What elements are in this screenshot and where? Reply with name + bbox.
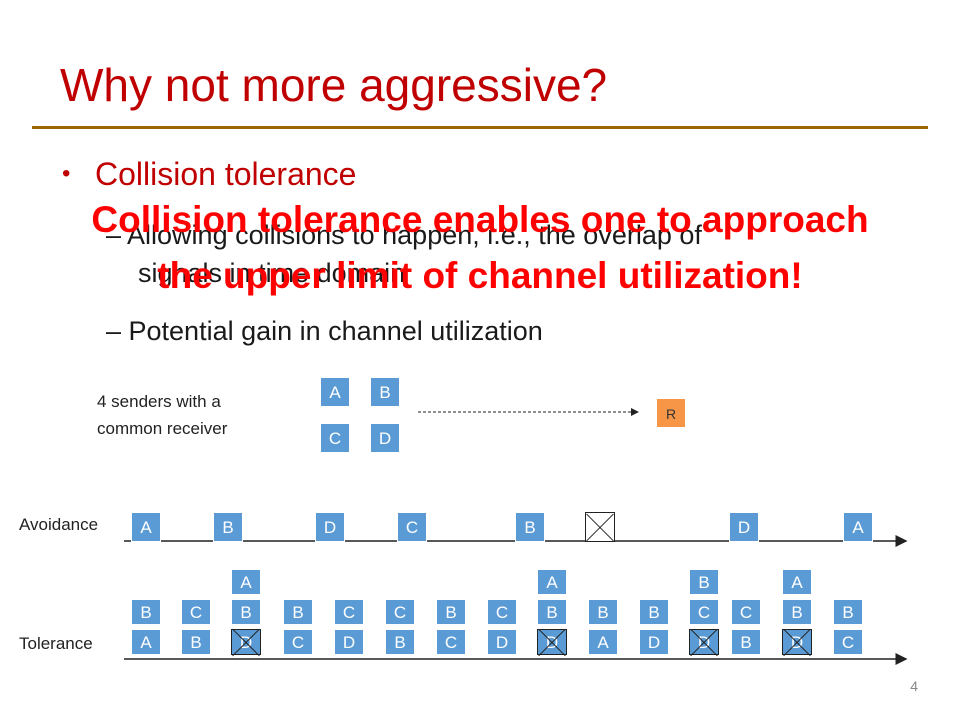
- tolerance-box-d: D: [639, 629, 669, 655]
- tolerance-label: Tolerance: [19, 634, 93, 653]
- avoidance-slot-b: B: [213, 512, 243, 542]
- sub-bullet-collisions-cont: signals in time domain: [138, 258, 406, 288]
- sender-box-d: D: [370, 423, 400, 453]
- tolerance-box-c: C: [283, 629, 313, 655]
- tolerance-box-a: A: [131, 629, 161, 655]
- sender-box-b: B: [370, 377, 400, 407]
- tolerance-box-c: C: [385, 599, 415, 625]
- tolerance-box-b: B: [181, 629, 211, 655]
- sender-box-c: C: [320, 423, 350, 453]
- tolerance-box-b: B: [385, 629, 415, 655]
- avoidance-slot-c: C: [397, 512, 427, 542]
- tolerance-box-d: D: [334, 629, 364, 655]
- page-number: 4: [910, 678, 918, 694]
- tolerance-box-d: D: [487, 629, 517, 655]
- bullet-collision-tolerance: Collision tolerance: [95, 156, 357, 192]
- tolerance-box-c: C: [833, 629, 863, 655]
- senders-note-line-2: common receiver: [97, 419, 228, 438]
- avoidance-slot-b: B: [515, 512, 545, 542]
- tolerance-box-b: B: [588, 599, 618, 625]
- tolerance-box-b: B: [231, 599, 261, 625]
- tolerance-box-b: B: [782, 599, 812, 625]
- avoidance-slot-d: D: [729, 512, 759, 542]
- bullet-dot: •: [62, 160, 71, 187]
- overlay-line-1: Collision tolerance enables one to appro…: [91, 199, 869, 240]
- tolerance-box-a: A: [588, 629, 618, 655]
- tolerance-box-a: A: [537, 569, 567, 595]
- avoidance-slot-a: A: [843, 512, 873, 542]
- tolerance-collided-box-d: D: [782, 629, 812, 655]
- sender-box-a: A: [320, 377, 350, 407]
- avoidance-slot-d: D: [315, 512, 345, 542]
- tolerance-box-b: B: [537, 599, 567, 625]
- tolerance-box-c: C: [436, 629, 466, 655]
- tolerance-collided-box-d: D: [689, 629, 719, 655]
- receiver-box: R: [656, 398, 686, 428]
- tolerance-box-c: C: [731, 599, 761, 625]
- tolerance-collided-box-d: D: [537, 629, 567, 655]
- senders-note-line-1: 4 senders with a: [97, 392, 221, 411]
- tolerance-box-b: B: [283, 599, 313, 625]
- tolerance-box-b: B: [833, 599, 863, 625]
- tolerance-box-b: B: [131, 599, 161, 625]
- tolerance-box-b: B: [639, 599, 669, 625]
- tolerance-box-c: C: [181, 599, 211, 625]
- sub-bullet-gain: – Potential gain in channel utilization: [106, 316, 543, 346]
- tolerance-box-a: A: [231, 569, 261, 595]
- avoidance-slot-a: A: [131, 512, 161, 542]
- sub-bullet-collisions: – Allowing collisions to happen, i.e., t…: [106, 220, 702, 250]
- tolerance-box-b: B: [731, 629, 761, 655]
- tolerance-collided-box-d: D: [231, 629, 261, 655]
- tolerance-box-b: B: [689, 569, 719, 595]
- tolerance-box-a: A: [782, 569, 812, 595]
- tolerance-box-b: B: [436, 599, 466, 625]
- tolerance-box-c: C: [689, 599, 719, 625]
- senders-note: 4 senders with a common receiver: [97, 388, 227, 442]
- tolerance-box-c: C: [487, 599, 517, 625]
- tolerance-box-c: C: [334, 599, 364, 625]
- overlay-statement: Collision tolerance enables one to appro…: [0, 192, 960, 304]
- slide-title: Why not more aggressive?: [60, 59, 608, 111]
- title-divider: [32, 126, 928, 129]
- overlay-line-2: the upper limit of channel utilization!: [157, 255, 803, 296]
- avoidance-label: Avoidance: [19, 515, 99, 534]
- avoidance-collision-marker: [585, 512, 615, 542]
